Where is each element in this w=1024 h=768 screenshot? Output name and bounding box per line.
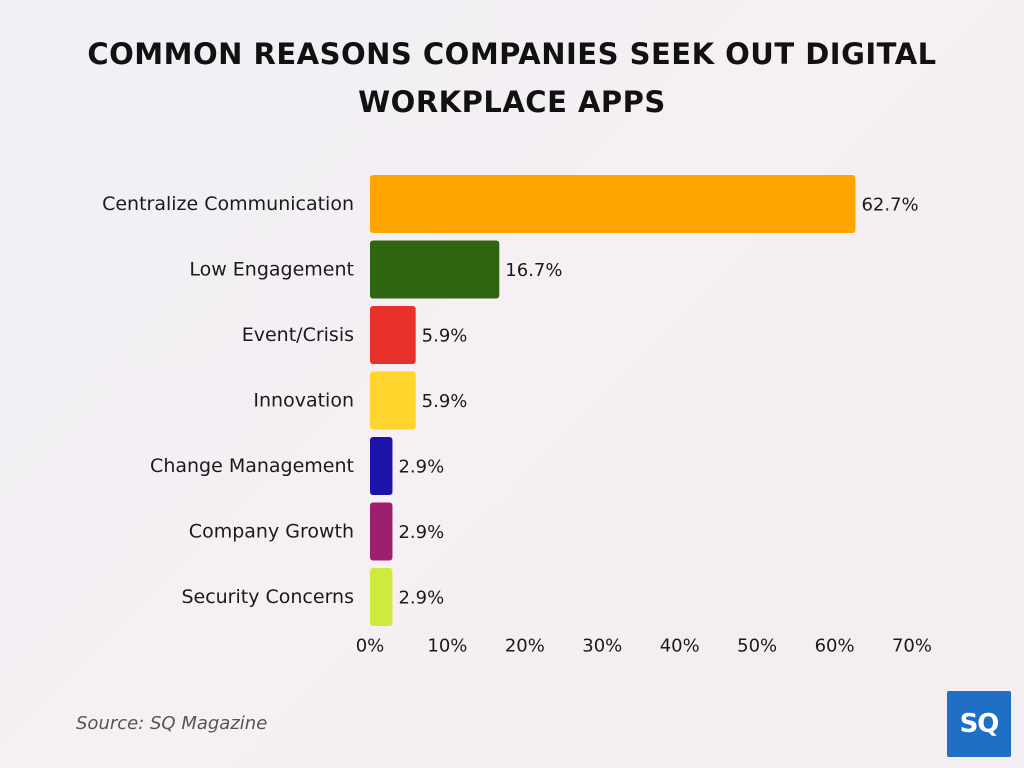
- value-label-innovation: 5.9%: [422, 391, 468, 412]
- value-label-event-crisis: 5.9%: [422, 326, 468, 347]
- category-label-company-growth: Company Growth: [189, 521, 354, 543]
- category-label-low-engagement: Low Engagement: [189, 259, 354, 281]
- value-label-centralize-communication: 62.7%: [861, 195, 918, 216]
- x-tick-label-0: 0%: [356, 636, 385, 657]
- x-tick-label-30: 30%: [582, 636, 622, 657]
- value-label-low-engagement: 16.7%: [505, 260, 562, 281]
- sq-logo: SQ: [947, 691, 1011, 757]
- value-label-security-concerns: 2.9%: [398, 588, 444, 609]
- category-label-security-concerns: Security Concerns: [181, 586, 354, 608]
- logo-text: SQ: [959, 709, 1000, 739]
- bar-innovation: [370, 371, 416, 430]
- category-label-change-management: Change Management: [150, 455, 354, 477]
- bar-security-concerns: [370, 568, 393, 626]
- bar-centralize-communication: [370, 175, 856, 233]
- value-label-company-growth: 2.9%: [398, 522, 444, 543]
- category-label-centralize-communication: Centralize Communication: [102, 193, 354, 215]
- source-caption: Source: SQ Magazine: [76, 713, 268, 734]
- bar-change-management: [370, 437, 393, 495]
- category-label-event-crisis: Event/Crisis: [242, 324, 354, 346]
- chart-title: COMMON REASONS COMPANIES SEEK OUT DIGITA…: [87, 37, 937, 119]
- x-tick-label-10: 10%: [427, 636, 467, 657]
- x-tick-label-60: 60%: [815, 636, 855, 657]
- bar-low-engagement: [370, 240, 500, 299]
- value-label-change-management: 2.9%: [398, 457, 444, 478]
- category-label-innovation: Innovation: [253, 390, 354, 412]
- x-tick-label-20: 20%: [505, 636, 545, 657]
- x-tick-label-40: 40%: [660, 636, 700, 657]
- bar-event-crisis: [370, 306, 416, 364]
- bar-company-growth: [370, 502, 393, 561]
- x-tick-label-50: 50%: [737, 636, 777, 657]
- x-tick-label-70: 70%: [892, 636, 932, 657]
